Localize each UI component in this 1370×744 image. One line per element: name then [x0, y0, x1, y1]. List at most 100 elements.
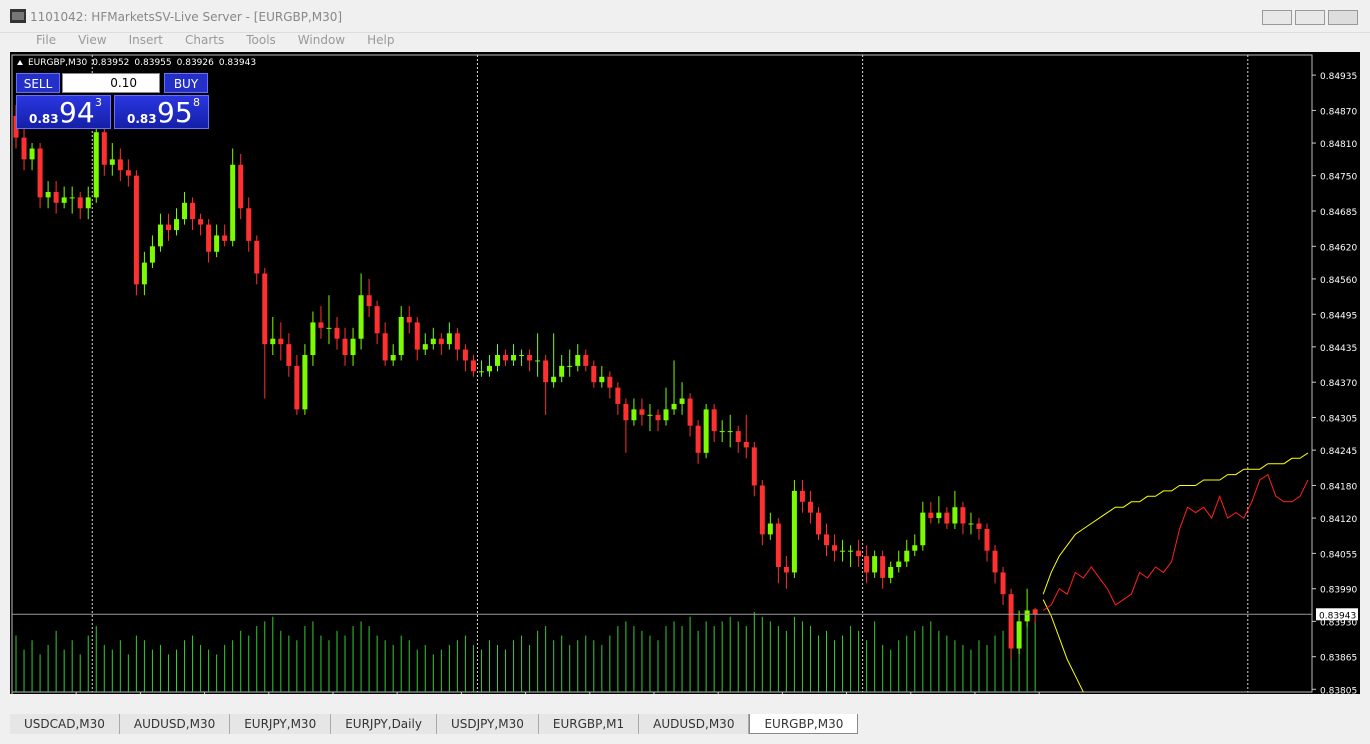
candle-body [912, 545, 918, 551]
candle-body [615, 387, 621, 404]
chart-tab[interactable]: USDJPY,M30 [436, 714, 539, 734]
candle-body [743, 441, 749, 448]
candle-body [840, 550, 846, 552]
price-pips: 95 [157, 96, 193, 129]
candle-body [527, 355, 533, 361]
candle-body [286, 344, 292, 366]
candle-body [799, 490, 805, 502]
indicator-line [1042, 452, 1309, 595]
menu-bar: File View Insert Charts Tools Window Help [0, 32, 1370, 50]
candle-body [976, 523, 982, 529]
menu-item[interactable]: Charts [185, 33, 225, 47]
candle-body [607, 376, 613, 388]
y-tick-label: 0.84810 [1320, 140, 1357, 150]
window-title: 1101042: HFMarketsSV-Live Server - [EURG… [30, 10, 343, 24]
candle-body [687, 398, 693, 426]
y-tick-label: 0.84620 [1320, 243, 1357, 253]
candle-body [663, 409, 669, 421]
indicator-line [1042, 599, 1084, 692]
y-tick-label: 0.84750 [1320, 173, 1357, 183]
menu-item[interactable]: View [78, 33, 107, 47]
candle-body [591, 365, 597, 383]
header-arrow [17, 60, 23, 65]
header-value: EURGBP,M30 [28, 58, 87, 68]
sell-button[interactable]: SELL [16, 73, 60, 93]
y-tick-label: 0.84870 [1320, 107, 1357, 117]
y-tick-label: 0.84935 [1320, 72, 1357, 82]
chart-tab[interactable]: AUDUSD,M30 [119, 714, 231, 734]
menu-item[interactable]: File [36, 33, 57, 47]
candle-body [406, 316, 412, 323]
menu-item[interactable]: Window [297, 33, 346, 47]
candle-body [486, 365, 492, 372]
candle-body [872, 556, 878, 573]
candle-body [1016, 621, 1022, 649]
candle-body [599, 376, 605, 383]
candle-body [767, 523, 773, 535]
y-tick-label: 0.84435 [1320, 344, 1357, 354]
candle-body [246, 208, 252, 241]
candle-body [904, 550, 910, 562]
candle-body [29, 148, 35, 160]
candle-body [631, 409, 637, 421]
y-tick-label: 0.84685 [1320, 208, 1357, 218]
ask-price[interactable]: 0.83 95 8 [114, 95, 209, 129]
candle-body [222, 235, 228, 241]
candle-body [133, 175, 139, 285]
buy-button[interactable]: BUY [164, 73, 208, 93]
chart-background [10, 52, 1360, 694]
candle-body [117, 159, 123, 171]
candle-body [342, 338, 348, 356]
candle-body [719, 431, 725, 433]
chart-tab[interactable]: AUDUSD,M30 [639, 714, 750, 734]
chart-tab[interactable]: EURJPY,M30 [230, 714, 332, 734]
lot-input[interactable]: 0.10 [62, 73, 160, 93]
candle-body [824, 534, 830, 546]
candle-body [494, 355, 500, 366]
chart-tab[interactable]: USDCAD,M30 [10, 714, 120, 734]
price-prefix: 0.83 [29, 112, 59, 126]
chart-tab[interactable]: EURGBP,M30 [749, 714, 859, 734]
y-tick-label: 0.84305 [1320, 415, 1357, 425]
y-tick-label: 0.84180 [1320, 482, 1357, 492]
menu-item[interactable]: Help [367, 33, 395, 47]
candle-body [535, 360, 541, 362]
candle-body [783, 566, 789, 573]
candle-body [647, 414, 653, 416]
y-tick-label: 0.83930 [1320, 618, 1357, 628]
candle-body [1032, 609, 1038, 615]
candle-body [438, 338, 444, 345]
candle-body [888, 566, 894, 578]
candle-body [944, 512, 950, 524]
candle-body [815, 512, 821, 535]
candle-body [350, 338, 356, 356]
chart-tab[interactable]: EURGBP,M1 [538, 714, 640, 734]
candle-body [952, 507, 958, 524]
candle-body [928, 512, 934, 519]
bid-price[interactable]: 0.83 94 3 [16, 95, 111, 129]
menu-item[interactable]: Insert [128, 33, 163, 47]
chart-tab[interactable]: EURJPY,Daily [331, 714, 437, 734]
candle-body [639, 409, 645, 415]
candle-body [69, 197, 75, 199]
indicator-line [1042, 473, 1309, 611]
maximize-button[interactable] [1295, 10, 1325, 25]
candle-body [53, 191, 59, 203]
candle-body [703, 409, 709, 453]
minimize-button[interactable] [1262, 10, 1292, 25]
candle-body [270, 338, 276, 345]
candle-body [896, 561, 902, 567]
candle-body [984, 528, 990, 551]
close-button[interactable] [1328, 10, 1358, 25]
menu-item[interactable]: Tools [246, 33, 276, 47]
candle-body [366, 295, 372, 307]
price-fraction: 3 [95, 96, 102, 109]
candle-body [671, 403, 677, 410]
candle-body [832, 545, 838, 551]
candle-body [149, 246, 155, 263]
candle-body [214, 235, 220, 252]
candle-body [567, 365, 573, 367]
candle-body [727, 431, 733, 433]
candle-body [446, 333, 452, 345]
candle-body [856, 550, 862, 557]
